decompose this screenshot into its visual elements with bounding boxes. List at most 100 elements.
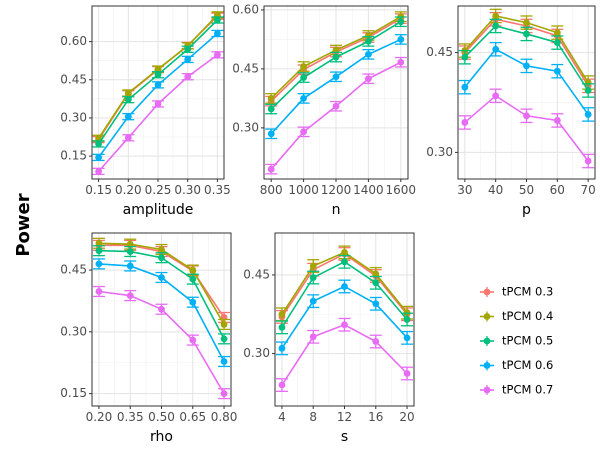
data-point: [95, 153, 102, 161]
series-tpcm-0-6: [458, 41, 595, 122]
panels: 0.150.300.450.600.15 0.20 0.25 0.30 0.35ampl…: [60, 2, 596, 445]
y-tick-label: 0.60: [60, 34, 87, 48]
data-point: [300, 94, 307, 102]
data-point: [95, 247, 103, 255]
data-point: [278, 381, 286, 389]
data-point: [403, 316, 411, 323]
y-tick-label: 0.45: [232, 61, 259, 75]
data-point: [124, 134, 132, 142]
data-point: [189, 266, 197, 274]
series-tpcm-0-5: [458, 18, 595, 98]
x-tick-label: 1200: [321, 183, 352, 197]
data-point: [184, 56, 192, 63]
series-tpcm-0-5: [265, 16, 407, 115]
x-tick-label: 0.30: [174, 183, 201, 197]
data-point: [214, 51, 221, 59]
data-point: [300, 63, 307, 70]
data-point: [126, 262, 134, 270]
series-tpcm-0-6: [92, 29, 224, 162]
data-point: [214, 30, 221, 37]
data-point: [124, 89, 132, 97]
data-point: [461, 119, 469, 126]
data-point: [397, 18, 405, 26]
data-point: [124, 113, 132, 121]
x-tick-label: 800: [260, 183, 283, 197]
data-point: [332, 53, 340, 61]
x-tick-label: 0.15: [85, 183, 112, 197]
data-point: [154, 65, 162, 73]
x-axis-title: n: [332, 202, 341, 218]
x-tick-label: 0.50: [148, 410, 175, 424]
data-point: [332, 46, 340, 54]
legend: tPCM 0.3 tPCM 0.4 tPCM 0.5 tPCM 0.6 tPCM 0.7: [480, 285, 553, 397]
x-tick-label: 40: [488, 183, 503, 197]
data-point: [154, 81, 162, 89]
data-point: [184, 73, 192, 81]
x-tick-label: 0.80: [211, 410, 238, 424]
series-tpcm-0-6: [92, 258, 231, 368]
series-tpcm-0-5: [92, 16, 224, 148]
y-tick-label: 0.45: [426, 45, 453, 59]
y-tick-label: 0.15: [60, 386, 87, 400]
data-point: [492, 22, 500, 30]
data-point: [184, 45, 192, 53]
data-point: [124, 96, 132, 104]
data-point: [584, 87, 592, 94]
x-tick-label: 0.35: [117, 410, 144, 424]
data-point: [341, 248, 348, 256]
data-point: [95, 239, 103, 247]
data-point: [372, 338, 380, 345]
legend-key-point: [483, 386, 491, 394]
data-point: [300, 74, 307, 81]
data-point: [278, 323, 286, 331]
data-point: [492, 45, 500, 53]
y-tick-label: 0.30: [60, 110, 87, 124]
legend-label: tPCM 0.3: [502, 285, 553, 299]
data-point: [461, 83, 469, 91]
legend-entry: tPCM 0.5: [480, 334, 553, 348]
legend-entry: tPCM 0.6: [480, 358, 553, 372]
x-tick-label: 12: [337, 410, 352, 424]
data-point: [492, 12, 500, 20]
panel-border: [457, 5, 596, 180]
x-tick-label: 20: [399, 410, 414, 424]
data-point: [584, 157, 592, 165]
data-point: [220, 358, 228, 365]
data-point: [154, 71, 162, 79]
series-tpcm-0-5: [275, 254, 414, 335]
data-point: [397, 36, 405, 43]
data-point: [95, 140, 102, 148]
legend-key-point: [483, 313, 491, 320]
data-point: [267, 165, 275, 173]
data-point: [126, 292, 134, 300]
data-point: [553, 67, 561, 75]
series-tpcm-0-7: [92, 285, 231, 400]
legend-label: tPCM 0.4: [502, 309, 553, 323]
x-tick-label: 1000: [288, 183, 319, 197]
x-tick-label: 70: [581, 183, 596, 197]
data-point: [154, 100, 162, 108]
data-point: [158, 254, 165, 262]
y-tick-label: 0.15: [60, 149, 87, 163]
data-point: [267, 105, 275, 113]
panel-border: [274, 232, 415, 407]
data-point: [220, 335, 228, 343]
x-tick-label: 0.20: [115, 183, 142, 197]
y-tick-label: 0.30: [426, 145, 453, 159]
legend-entry: tPCM 0.7: [480, 383, 553, 397]
x-axis-title: s: [341, 429, 348, 445]
legend-key-point: [483, 362, 491, 369]
legend-label: tPCM 0.6: [502, 358, 553, 372]
data-point: [220, 390, 228, 398]
data-point: [267, 130, 275, 138]
data-point: [372, 270, 380, 278]
data-point: [332, 73, 340, 81]
x-tick-label: 4: [278, 410, 286, 424]
data-point: [523, 19, 530, 27]
x-tick-label: 16: [368, 410, 383, 424]
y-tick-label: 0.45: [243, 267, 270, 281]
x-tick-label: 1400: [353, 183, 384, 197]
data-point: [372, 279, 380, 287]
data-point: [372, 300, 380, 308]
x-tick-label: 0.25: [145, 183, 172, 197]
